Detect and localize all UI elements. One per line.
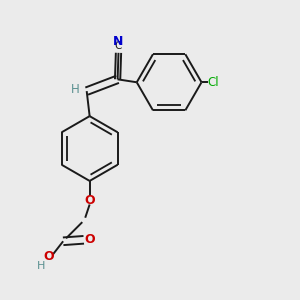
Text: O: O bbox=[84, 233, 95, 246]
Text: H: H bbox=[37, 261, 45, 271]
Text: O: O bbox=[84, 194, 95, 207]
Text: O: O bbox=[43, 250, 54, 263]
Text: H: H bbox=[71, 83, 80, 96]
Text: Cl: Cl bbox=[207, 76, 219, 89]
Text: N: N bbox=[113, 35, 124, 48]
Text: C: C bbox=[115, 41, 122, 51]
